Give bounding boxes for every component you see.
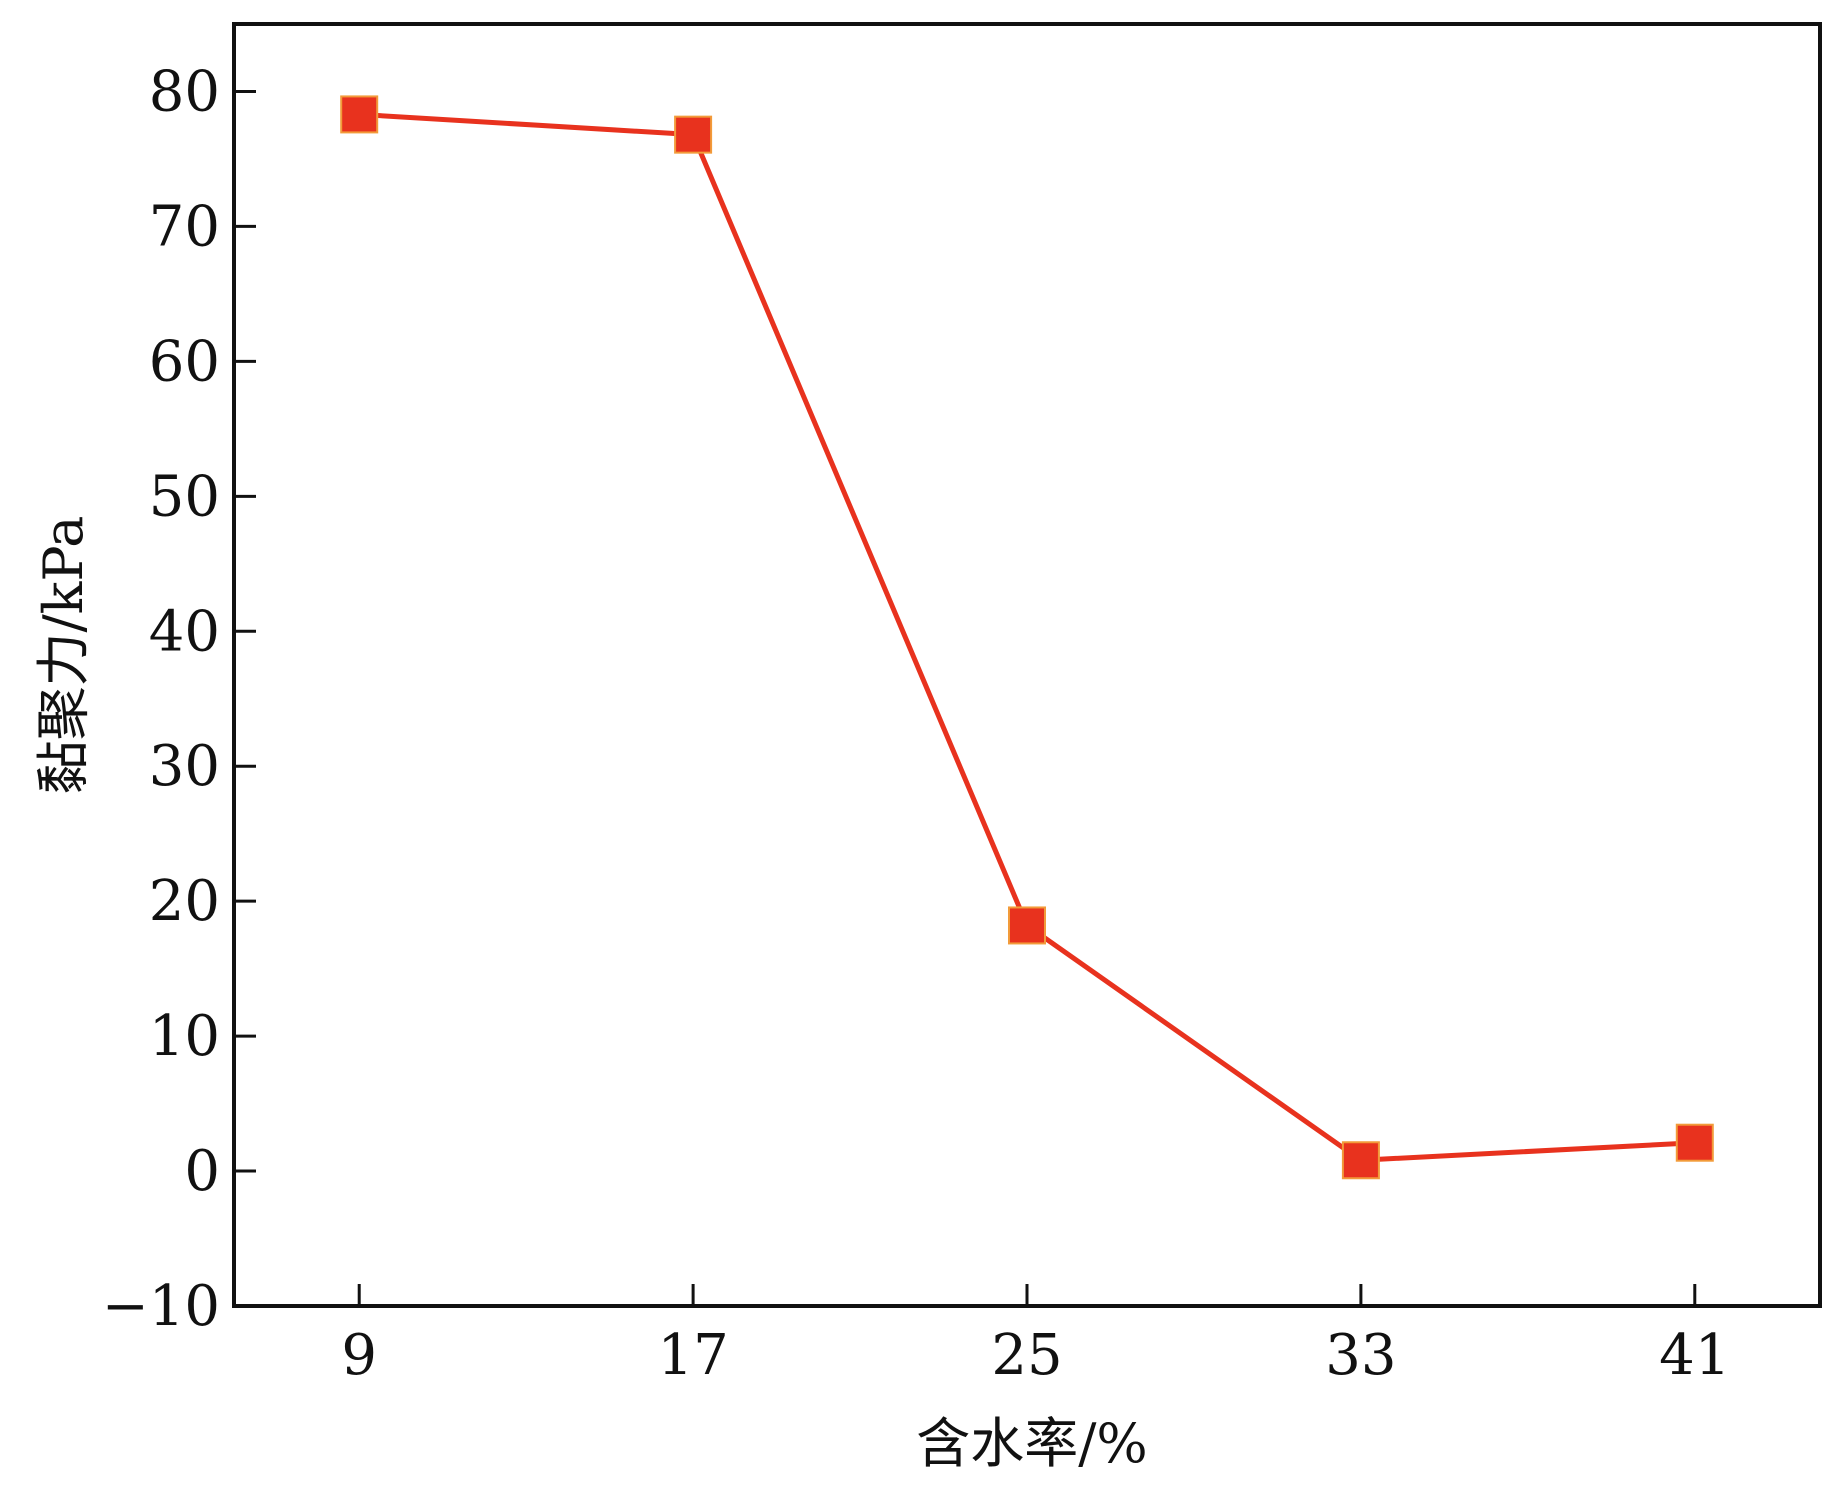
- y-tick-label: 60: [149, 329, 220, 394]
- y-axis-title: 黏聚力/kPa: [32, 515, 95, 794]
- y-tick-label: 30: [149, 734, 220, 799]
- x-tick-label: 25: [991, 1323, 1062, 1388]
- y-tick-label: 80: [149, 59, 220, 124]
- x-tick-label: 17: [657, 1323, 728, 1388]
- y-tick-label: 70: [149, 194, 220, 259]
- series-group: [340, 95, 1714, 1180]
- x-axis: 9 17 25 33 41: [341, 1284, 1730, 1388]
- x-tick-label: 33: [1325, 1323, 1396, 1388]
- y-tick-label: 0: [184, 1139, 220, 1204]
- y-tick-label: 50: [149, 464, 220, 529]
- y-tick-label: −10: [102, 1274, 220, 1339]
- data-point-marker: [1341, 1141, 1380, 1180]
- y-axis: −10 0 10 20 30 40 50 60 70 80: [102, 59, 256, 1339]
- y-tick-label: 40: [149, 599, 220, 664]
- x-tick-label: 9: [341, 1323, 377, 1388]
- data-point-marker: [1675, 1123, 1714, 1162]
- plot-frame: [232, 22, 1822, 1308]
- y-tick-label: 20: [149, 869, 220, 934]
- y-tick-label: 10: [149, 1004, 220, 1069]
- x-tick-label: 41: [1659, 1323, 1730, 1388]
- x-axis-title: 含水率/%: [916, 1412, 1148, 1475]
- data-point-marker: [674, 115, 713, 154]
- data-point-marker: [340, 95, 379, 134]
- data-point-marker: [1008, 906, 1046, 945]
- series-line: [359, 111, 1695, 1163]
